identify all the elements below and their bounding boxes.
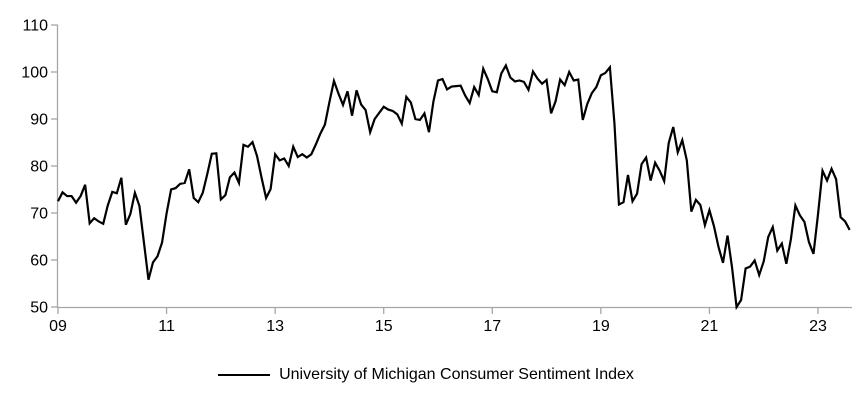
y-tick-label: 110 xyxy=(22,18,48,35)
legend: University of Michigan Consumer Sentimen… xyxy=(0,366,852,384)
y-tick-label: 90 xyxy=(30,112,48,129)
x-tick-label: 13 xyxy=(266,318,284,335)
x-tick-label: 11 xyxy=(158,318,175,335)
x-tick-label: 15 xyxy=(375,318,393,335)
x-tick-label: 09 xyxy=(49,318,67,335)
y-tick-label: 100 xyxy=(21,65,48,82)
legend-label: University of Michigan Consumer Sentimen… xyxy=(279,366,634,383)
y-tick-label: 60 xyxy=(30,253,48,270)
x-tick-label: 23 xyxy=(809,318,827,335)
y-tick-label: 80 xyxy=(30,159,48,176)
x-tick-label: 19 xyxy=(592,318,610,335)
legend-line-swatch xyxy=(218,374,271,376)
y-tick-label: 70 xyxy=(30,206,48,223)
y-tick-label: 50 xyxy=(30,300,48,317)
sentiment-line xyxy=(57,62,851,311)
x-tick-label: 21 xyxy=(701,318,719,335)
x-tick-label: 17 xyxy=(483,318,501,335)
